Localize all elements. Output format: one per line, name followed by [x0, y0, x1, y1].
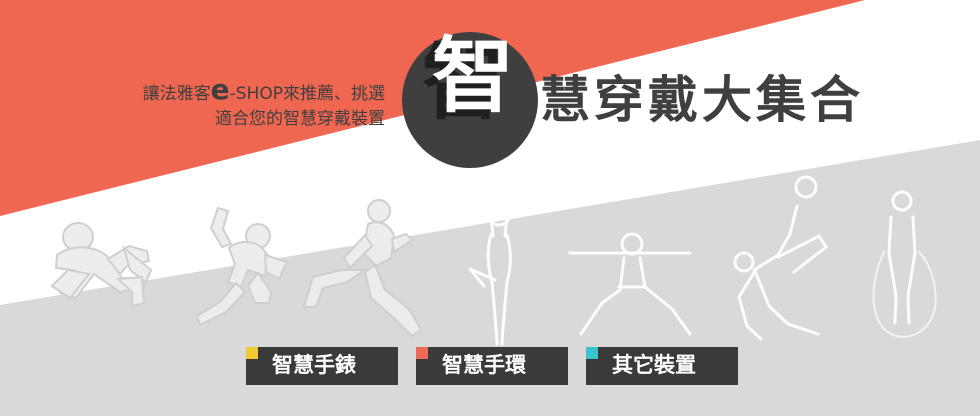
smartband-button-label: 智慧手環: [442, 354, 526, 377]
title-badge: [402, 32, 538, 168]
subtitle-line-1-after-brand: -SHOP來推薦、挑選: [229, 84, 385, 104]
subtitle-block: 讓法雅客e-SHOP來推薦、挑選 適合您的智慧穿戴裝置: [85, 76, 385, 132]
smartband-button[interactable]: 智慧手環: [416, 347, 568, 385]
subtitle-line-1-before-brand: 讓法雅客: [142, 84, 211, 104]
smartwatch-button-label: 智慧手錶: [272, 354, 356, 377]
subtitle-line-2: 適合您的智慧穿戴裝置: [215, 109, 385, 129]
smartwatch-button[interactable]: 智慧手錶: [246, 347, 398, 385]
title-first-char-shadow: 智: [422, 36, 505, 131]
other-devices-button-label: 其它裝置: [612, 354, 696, 377]
red-tag-icon: [416, 347, 428, 359]
yellow-tag-icon: [246, 347, 258, 359]
other-devices-button[interactable]: 其它裝置: [586, 347, 738, 385]
subtitle-line-1: 讓法雅客e-SHOP來推薦、挑選: [85, 76, 385, 107]
page-title: 慧穿戴大集合: [540, 71, 864, 129]
brand-mark: e: [210, 73, 230, 106]
cyan-tag-icon: [586, 347, 598, 359]
title-first-char: 智: [432, 29, 515, 124]
